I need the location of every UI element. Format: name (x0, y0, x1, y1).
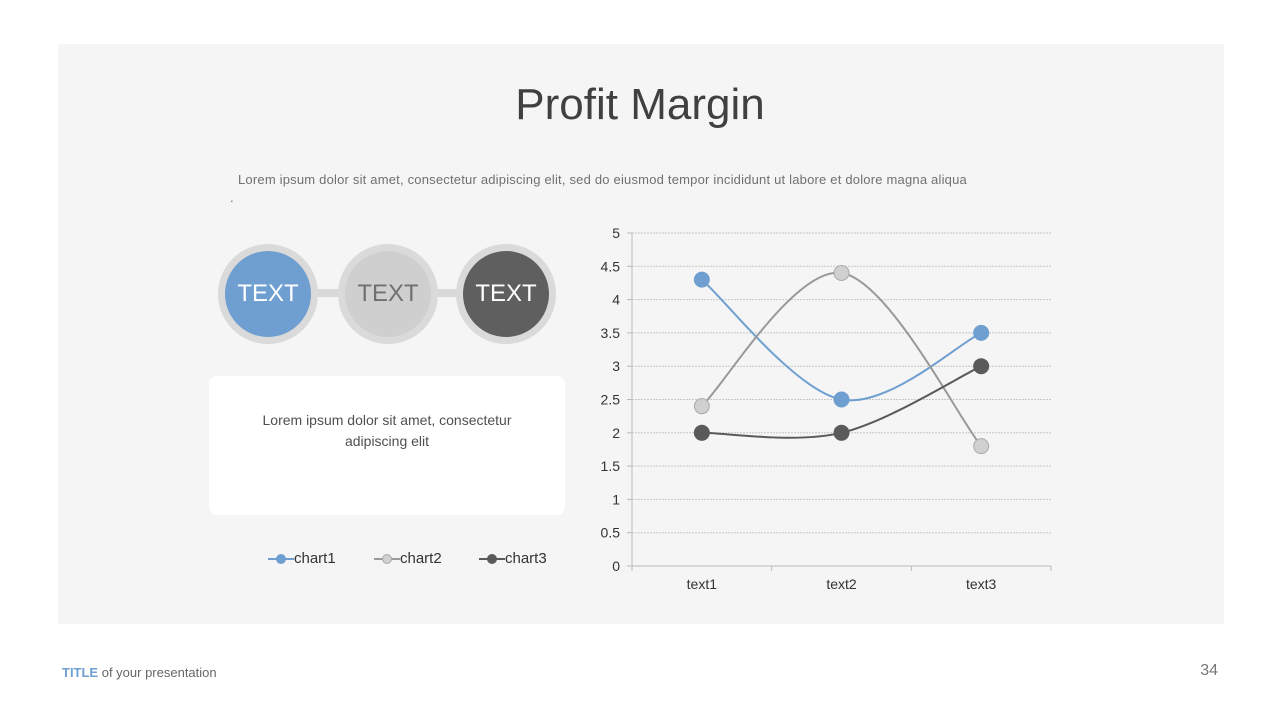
legend-marker-icon (374, 553, 400, 564)
data-point-chart1 (833, 391, 850, 408)
x-tick-label: text2 (826, 576, 857, 592)
footer-title: TITLE of your presentation (62, 665, 217, 680)
y-tick-label: 3 (612, 358, 620, 374)
legend-item-chart2: chart2 (374, 550, 442, 567)
series-line-chart2 (701, 271, 982, 447)
circle-2: TEXT (338, 244, 438, 344)
legend-item-chart3: chart3 (479, 550, 547, 567)
circle-1-label: TEXT (225, 251, 311, 337)
data-point-chart3 (693, 424, 710, 441)
y-tick-label: 1.5 (601, 458, 621, 474)
y-tick-label: 0 (612, 558, 620, 574)
data-point-chart2 (973, 438, 990, 455)
page-title: Profit Margin (515, 80, 765, 129)
y-tick-label: 3.5 (601, 325, 621, 341)
data-point-chart2 (693, 398, 710, 415)
subtitle: Lorem ipsum dolor sit amet, consectetur … (238, 172, 967, 187)
x-tick-label: text3 (966, 576, 997, 592)
text-box-content: Lorem ipsum dolor sit amet, consectetur … (262, 412, 512, 449)
legend-label: chart2 (400, 550, 442, 567)
data-point-chart3 (973, 358, 990, 375)
text-box: Lorem ipsum dolor sit amet, consectetur … (209, 376, 565, 515)
footer-title-rest: of your presentation (98, 665, 217, 680)
legend-marker-icon (479, 553, 505, 564)
footer-title-strong: TITLE (62, 665, 99, 680)
circle-3-label: TEXT (463, 251, 549, 337)
y-tick-label: 1 (612, 491, 620, 507)
data-point-chart2 (833, 264, 850, 281)
y-tick-label: 4.5 (601, 258, 621, 274)
y-tick-label: 4 (612, 292, 620, 308)
legend-label: chart1 (294, 550, 336, 567)
data-point-chart3 (833, 424, 850, 441)
circle-3: TEXT (456, 244, 556, 344)
data-point-chart1 (693, 271, 710, 288)
y-tick-label: 2 (612, 425, 620, 441)
legend-item-chart1: chart1 (268, 550, 336, 567)
legend-label: chart3 (505, 550, 547, 567)
circle-1: TEXT (218, 244, 318, 344)
legend-marker-icon (268, 553, 294, 564)
page-number: 34 (1200, 662, 1218, 679)
y-tick-label: 5 (612, 225, 620, 241)
y-tick-label: 0.5 (601, 525, 621, 541)
data-point-chart1 (973, 324, 990, 341)
circle-2-label: TEXT (345, 251, 431, 337)
subtitle-tail: . (230, 190, 234, 205)
x-tick-label: text1 (687, 576, 718, 592)
y-tick-label: 2.5 (601, 392, 621, 408)
